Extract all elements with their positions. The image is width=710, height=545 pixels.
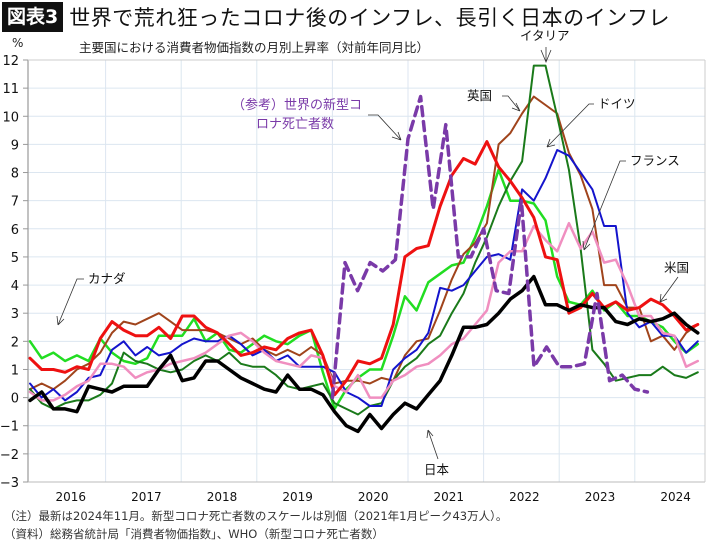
y-tick-label: 5 [11,251,19,266]
x-tick-label: 2021 [434,490,465,504]
label-covid-line2: ロナ死亡者数 [256,117,334,132]
label-germany: ドイツ [598,96,636,111]
y-tick-label: 2 [11,335,19,350]
x-tick-label: 2024 [660,490,691,504]
x-tick-label: 2016 [56,490,87,504]
annotations: カナダ （参考）世界の新型コ ロナ死亡者数 イタリア 英国 ドイツ フランス 米… [56,28,689,477]
y-tick-label: 12 [2,54,19,69]
chart-source: （資料）総務省統計局「消費者物価指数」、WHO（新型コロナ死亡者数） [4,527,384,541]
x-tick-label: 2018 [207,490,238,504]
arrow-covid [368,114,402,141]
chart-subtitle: 主要国における消費者物価指数の月別上昇率（対前年同月比） [79,40,430,55]
arrow-germany [546,103,594,148]
series-line-ドイツ [29,149,699,407]
y-tick-label: −1 [0,420,19,435]
y-tick-label: 9 [11,138,19,153]
chart-note: （注）最新は2024年11月。新型コロナ死亡者数のスケールは別個（2021年1月… [4,509,508,523]
figure-badge: 図表3 [2,2,64,32]
y-tick-label: 11 [2,82,19,97]
x-tick-label: 2022 [509,490,540,504]
y-axis-unit: % [12,36,24,50]
arrow-japan [426,429,439,460]
y-tick-label: 3 [11,307,19,322]
label-covid-line1: （参考）世界の新型コ [232,97,362,113]
label-us: 米国 [664,260,689,275]
label-france: フランス [630,153,680,168]
y-tick-label: 10 [2,110,19,125]
series-line-covid-deaths [330,94,650,400]
label-canada: カナダ [88,271,126,286]
series-line-日本 [28,274,700,434]
y-tick-label: 8 [11,167,19,182]
x-tick-label: 2019 [282,490,313,504]
x-tick-label: 2020 [358,490,389,504]
y-tick-label: 6 [11,223,19,238]
x-tick-label: 2017 [131,490,162,504]
series-group [28,64,700,434]
label-japan: 日本 [424,462,450,477]
page-title: 世界で荒れ狂ったコロナ後のインフレ、長引く日本のインフレ [69,6,670,30]
x-tick-label: 2023 [585,490,616,504]
arrow-italy [540,47,552,64]
y-tick-label: 4 [11,279,19,294]
y-tick-label: 1 [11,363,19,378]
x-tick-labels: 2016 2017 2018 2019 2020 2021 2022 2023 2024 [56,490,691,504]
arrow-canada [56,278,84,326]
label-italy: イタリア [520,28,570,43]
series-line-英国 [29,95,699,391]
y-tick-label: 0 [11,392,19,407]
arrow-france [582,160,626,251]
arrow-us [659,276,679,303]
y-tick-label: 7 [11,195,19,210]
series-line-米国 [28,140,700,397]
label-uk: 英国 [467,88,492,103]
y-tick-label: −2 [0,448,19,463]
title-bar: 図表3 世界で荒れ狂ったコロナ後のインフレ、長引く日本のインフレ [0,0,670,34]
series-line-フランス [28,221,700,402]
arrow-uk [502,95,521,112]
y-tick-label: −3 [0,476,19,491]
axes [23,59,706,483]
